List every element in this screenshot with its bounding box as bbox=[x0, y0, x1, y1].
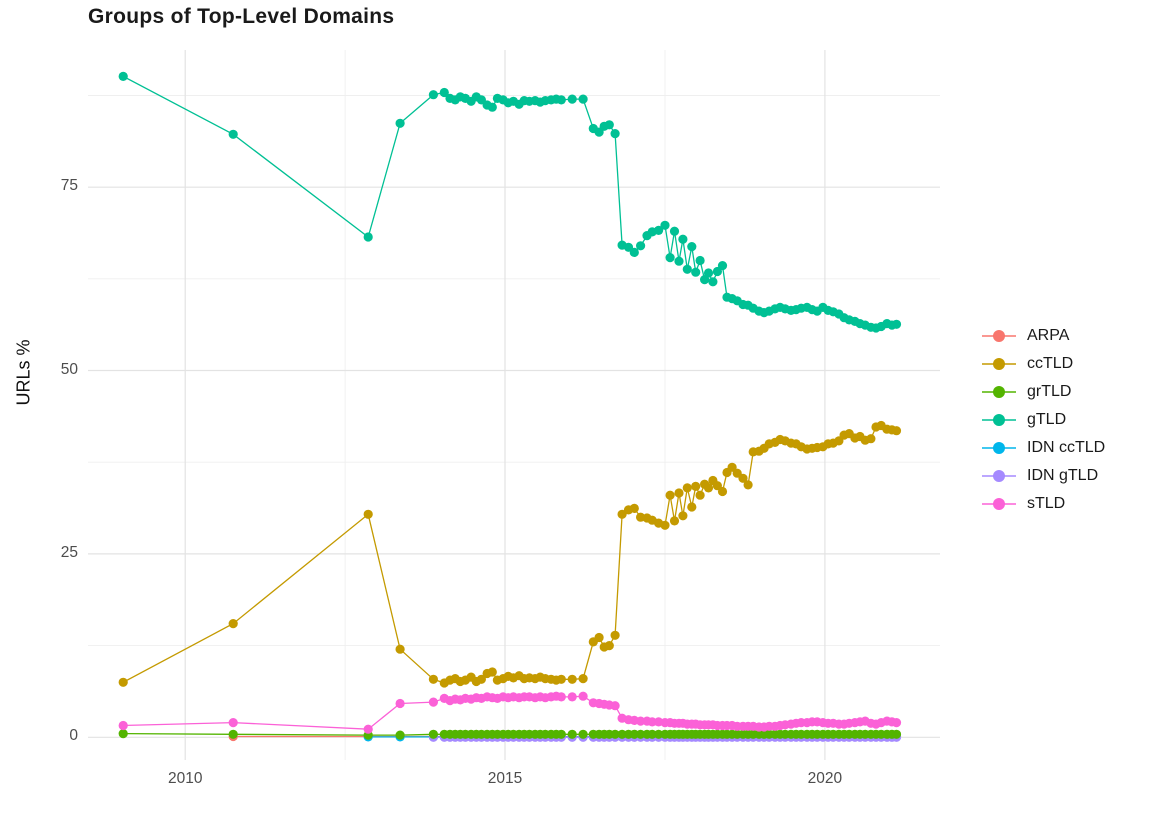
legend-label: IDN ccTLD bbox=[1027, 439, 1106, 456]
chart-title: Groups of Top-Level Domains bbox=[88, 5, 395, 28]
series-stld bbox=[118, 691, 902, 734]
legend-label: ARPA bbox=[1027, 327, 1070, 344]
legend-marker-icon bbox=[982, 330, 1016, 342]
legend-item-idn-gtld: IDN gTLD bbox=[982, 462, 1105, 490]
legend-marker-icon bbox=[982, 414, 1016, 426]
legend-marker-icon bbox=[982, 442, 1016, 454]
series-grtld bbox=[118, 729, 902, 740]
x-tick-label: 2015 bbox=[487, 770, 523, 787]
legend-label: IDN gTLD bbox=[1027, 467, 1099, 484]
legend-label: ccTLD bbox=[1027, 355, 1074, 372]
legend-label: gTLD bbox=[1027, 411, 1067, 428]
legend-item-idn-cctld: IDN ccTLD bbox=[982, 434, 1105, 462]
y-tick-label: 75 bbox=[60, 177, 78, 195]
legend-label: grTLD bbox=[1027, 383, 1072, 400]
legend: ARPA ccTLD grTLD gTLD IDN ccTLD IDN gTLD sTLD bbox=[982, 322, 1105, 518]
legend-item-grtld: grTLD bbox=[982, 378, 1105, 406]
legend-label: sTLD bbox=[1027, 495, 1066, 512]
y-tick-label: 25 bbox=[60, 543, 78, 561]
series-cctld bbox=[118, 420, 902, 688]
legend-marker-icon bbox=[982, 358, 1016, 370]
y-tick-label: 50 bbox=[60, 360, 78, 378]
x-tick-label: 2010 bbox=[167, 770, 203, 787]
legend-marker-icon bbox=[982, 498, 1016, 510]
legend-marker-icon bbox=[982, 386, 1016, 398]
y-axis-title: URLs % bbox=[13, 339, 34, 406]
legend-item-cctld: ccTLD bbox=[982, 350, 1105, 378]
legend-marker-icon bbox=[982, 470, 1016, 482]
legend-item-arpa: ARPA bbox=[982, 322, 1105, 350]
y-tick-label: 0 bbox=[69, 727, 78, 745]
legend-item-gtld: gTLD bbox=[982, 406, 1105, 434]
x-tick-label: 2020 bbox=[807, 770, 843, 787]
series-gtld bbox=[118, 71, 902, 333]
legend-item-stld: sTLD bbox=[982, 490, 1105, 518]
